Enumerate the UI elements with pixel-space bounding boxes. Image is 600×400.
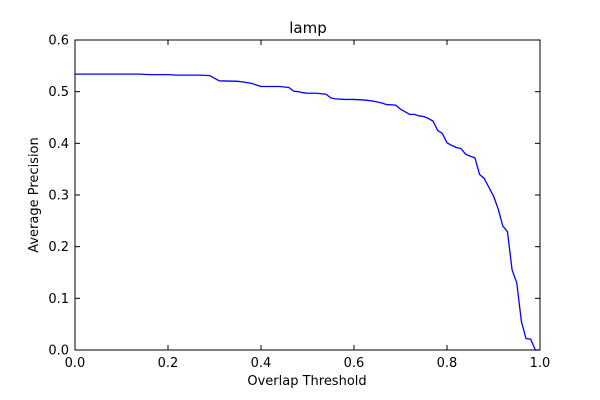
y-tick-label: 0.0 xyxy=(48,344,69,359)
x-tick-label: 0.0 xyxy=(65,356,86,371)
x-tick-label: 0.6 xyxy=(344,356,365,371)
y-tick-label: 0.4 xyxy=(48,137,69,152)
plot-area xyxy=(74,39,541,351)
y-tick-label: 0.5 xyxy=(48,85,69,100)
x-axis-label: Overlap Threshold xyxy=(247,374,366,389)
series-line-0 xyxy=(75,73,540,351)
y-tick-label: 0.6 xyxy=(48,34,69,49)
x-tick-label: 0.8 xyxy=(437,356,458,371)
plot-frame xyxy=(74,39,541,351)
chart-title: lamp xyxy=(289,19,327,37)
x-tick-label: 0.2 xyxy=(158,356,179,371)
y-tick-label: 0.1 xyxy=(48,292,69,307)
x-tick-label: 0.4 xyxy=(251,356,272,371)
x-axis-ticks: 0.0 0.2 0.4 0.6 0.8 1.0 xyxy=(65,40,551,371)
y-axis-ticks: 0.0 0.1 0.2 0.3 0.4 0.5 0.6 xyxy=(48,34,540,359)
y-axis-label: Average Precision xyxy=(27,137,42,253)
x-tick-label: 1.0 xyxy=(530,356,551,371)
y-tick-label: 0.2 xyxy=(48,240,69,255)
y-tick-label: 0.3 xyxy=(48,189,69,204)
